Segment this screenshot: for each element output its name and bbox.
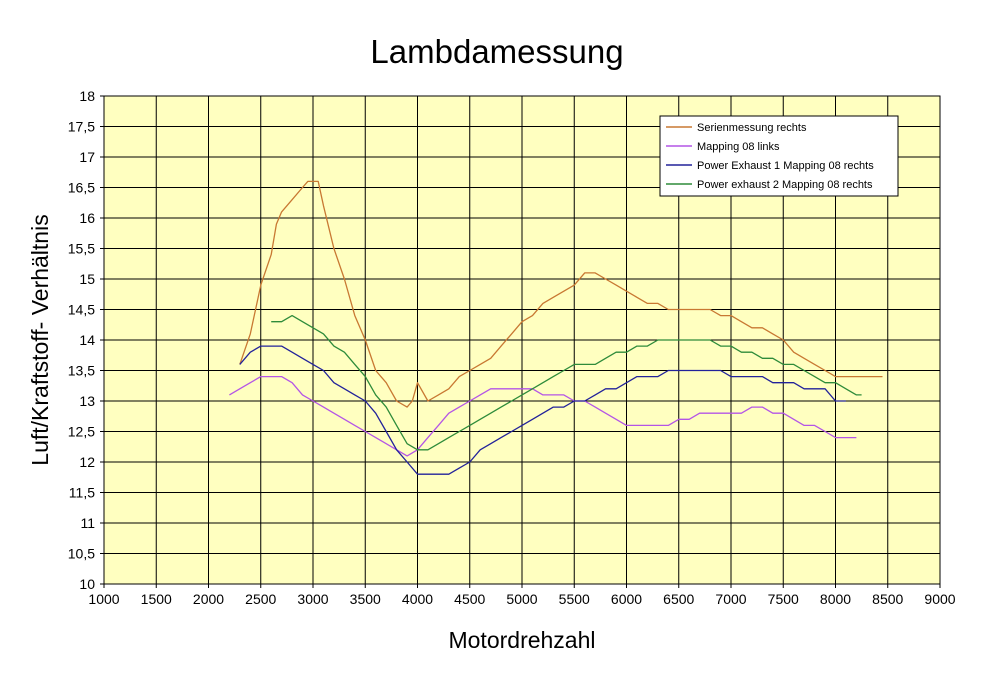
- x-tick-label: 4000: [402, 591, 433, 607]
- legend-label-2: Mapping 08 links: [697, 141, 780, 153]
- x-axis-ticks: 1000 1500 2000 2500 3000 3500 4000 4500 5000 5500…: [88, 584, 956, 607]
- y-tick-label: 15: [79, 271, 95, 287]
- x-tick-label: 4500: [454, 591, 485, 607]
- x-tick-label: 1000: [88, 591, 119, 607]
- y-tick-label: 16,5: [68, 180, 95, 196]
- y-tick-label: 18: [79, 88, 95, 104]
- series-line-2: [229, 375, 857, 457]
- gridlines: [104, 96, 940, 584]
- x-tick-label: 2000: [193, 591, 224, 607]
- y-tick-label: 15,5: [68, 241, 95, 257]
- legend-label-3: Power Exhaust 1 Mapping 08 rechts: [697, 160, 874, 172]
- y-tick-label: 12: [79, 454, 95, 470]
- x-tick-label: 6000: [611, 591, 642, 607]
- y-tick-label: 17,5: [68, 119, 95, 135]
- y-tick-label: 10: [79, 576, 95, 592]
- y-tick-label: 14: [79, 332, 95, 348]
- legend: Serienmessung rechts Mapping 08 links Powe…: [659, 115, 899, 197]
- legend-box: [659, 115, 899, 197]
- x-tick-label: 6500: [663, 591, 694, 607]
- y-tick-label: 13: [79, 393, 95, 409]
- series-line-4: [271, 314, 862, 451]
- x-tick-label: 8500: [872, 591, 903, 607]
- x-tick-label: 9000: [924, 591, 955, 607]
- legend-label-1: Serienmessung rechts: [697, 122, 807, 134]
- x-tick-label: 7500: [768, 591, 799, 607]
- y-tick-label: 16: [79, 210, 95, 226]
- y-tick-label: 11: [80, 515, 95, 531]
- y-tick-label: 13,5: [68, 363, 95, 379]
- y-tick-label: 10,5: [68, 546, 95, 562]
- y-tick-label: 17: [79, 149, 95, 165]
- y-axis-label: Luft/Kraftstoff- Verhältnis: [27, 214, 53, 465]
- x-tick-label: 8000: [820, 591, 851, 607]
- legend-label-4: Power exhaust 2 Mapping 08 rechts: [697, 179, 873, 191]
- y-tick-label: 11,5: [69, 485, 95, 501]
- x-tick-label: 3500: [350, 591, 381, 607]
- series-group: [229, 180, 883, 475]
- x-tick-label: 5500: [559, 591, 590, 607]
- y-axis-ticks: 10 10,5 11 11,5 12 12,5 13 13,5 14 14,5 15 15,5 16 16…: [68, 88, 104, 592]
- x-tick-label: 5000: [506, 591, 537, 607]
- x-tick-label: 7000: [715, 591, 746, 607]
- y-tick-label: 12,5: [68, 424, 95, 440]
- x-tick-label: 1500: [141, 591, 172, 607]
- series-line-3: [239, 345, 846, 475]
- x-tick-label: 2500: [245, 591, 276, 607]
- x-tick-label: 3000: [297, 591, 328, 607]
- chart-title: Lambdamessung: [370, 33, 623, 70]
- x-axis-label: Motordrehzahl: [448, 627, 595, 653]
- y-tick-label: 14,5: [68, 302, 95, 318]
- series-line-1: [239, 180, 883, 408]
